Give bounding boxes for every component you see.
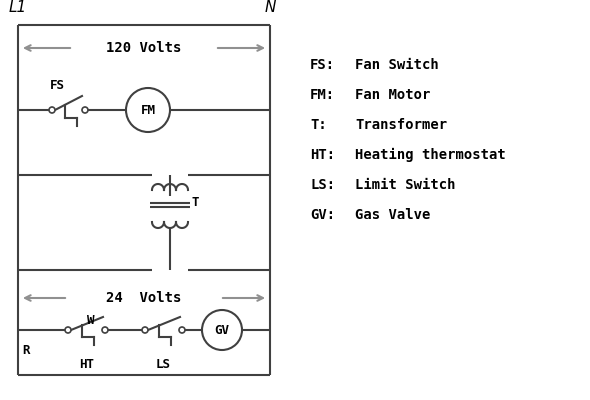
- Text: LS: LS: [156, 358, 171, 371]
- Text: FS: FS: [50, 79, 64, 92]
- Text: L1: L1: [9, 0, 27, 16]
- Text: Limit Switch: Limit Switch: [355, 178, 455, 192]
- Text: Heating thermostat: Heating thermostat: [355, 148, 506, 162]
- Text: GV:: GV:: [310, 208, 335, 222]
- Text: N: N: [264, 0, 276, 16]
- Text: FM:: FM:: [310, 88, 335, 102]
- Text: W: W: [87, 314, 94, 327]
- Text: Transformer: Transformer: [355, 118, 447, 132]
- Text: GV: GV: [215, 324, 230, 336]
- Circle shape: [65, 327, 71, 333]
- Text: R: R: [22, 344, 30, 357]
- Circle shape: [82, 107, 88, 113]
- Text: 24  Volts: 24 Volts: [106, 291, 182, 305]
- Text: T: T: [192, 196, 199, 210]
- Text: Fan Switch: Fan Switch: [355, 58, 439, 72]
- Circle shape: [102, 327, 108, 333]
- Text: FS:: FS:: [310, 58, 335, 72]
- Circle shape: [49, 107, 55, 113]
- Text: Fan Motor: Fan Motor: [355, 88, 430, 102]
- Text: HT: HT: [79, 358, 94, 371]
- Circle shape: [142, 327, 148, 333]
- Text: Gas Valve: Gas Valve: [355, 208, 430, 222]
- Text: HT:: HT:: [310, 148, 335, 162]
- Circle shape: [179, 327, 185, 333]
- Text: FM: FM: [140, 104, 156, 116]
- Text: LS:: LS:: [310, 178, 335, 192]
- Text: 120 Volts: 120 Volts: [106, 41, 182, 55]
- Text: T:: T:: [310, 118, 327, 132]
